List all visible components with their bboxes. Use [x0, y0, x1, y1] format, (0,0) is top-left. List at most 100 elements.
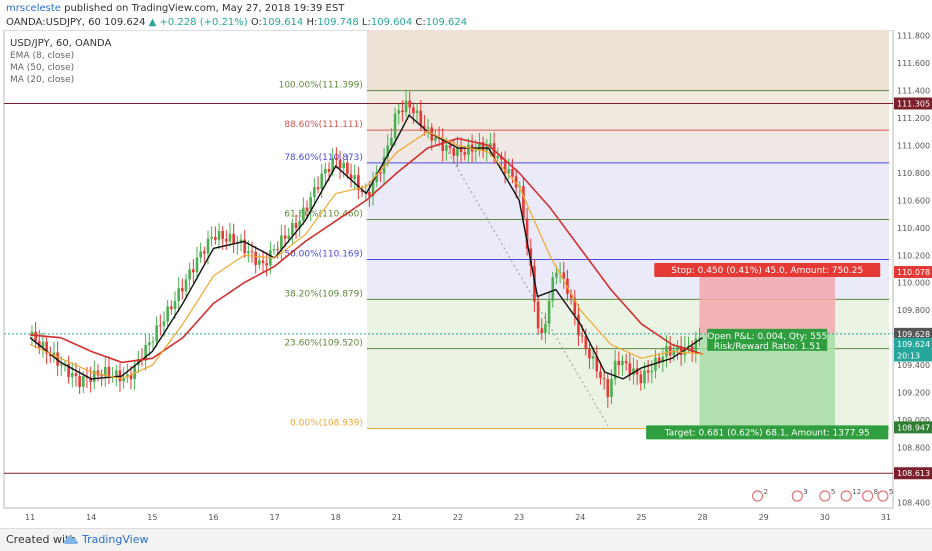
candle-body	[404, 100, 408, 113]
candle-body	[225, 238, 228, 242]
candle-body	[184, 279, 188, 292]
candle-body	[206, 238, 210, 254]
candle-body	[122, 377, 125, 382]
candle-body	[562, 272, 566, 279]
target-label-bg	[646, 425, 889, 440]
symbol-info: OANDA:USDJPY, 60	[6, 17, 101, 28]
candle-body	[239, 239, 243, 243]
candles	[30, 89, 701, 408]
fib-zone-top	[366, 30, 889, 91]
candle-body	[584, 336, 588, 349]
stop-label-bg	[654, 263, 881, 278]
candle-body	[511, 169, 514, 177]
candle-body	[606, 379, 610, 398]
candle-body	[59, 364, 63, 366]
close-label: C:	[415, 17, 426, 28]
candle-body	[514, 176, 518, 188]
candle-body	[217, 231, 221, 240]
event-count: 8	[874, 488, 878, 496]
candle-body	[525, 218, 529, 249]
y-tick-label: 108.400	[897, 499, 930, 508]
candle-body	[463, 152, 467, 155]
candle-body	[162, 321, 166, 326]
price-badge-bg	[894, 421, 932, 434]
event-marker-icon	[840, 490, 852, 502]
candle-body	[89, 377, 92, 382]
publisher-username[interactable]: mrsceleste	[6, 3, 61, 14]
price-badge-bg	[894, 467, 932, 480]
y-tick-label: 110.800	[897, 169, 930, 178]
series-line-ema-8-close-	[29, 114, 703, 380]
candle-body	[74, 373, 78, 376]
candle-body	[599, 371, 602, 379]
candle-body	[379, 172, 382, 174]
candle-body	[265, 263, 268, 266]
candle-body	[280, 235, 283, 250]
candle-body	[591, 356, 595, 359]
x-tick-label: 30	[820, 513, 830, 522]
candle-body	[445, 145, 448, 151]
candle-body	[624, 360, 628, 364]
y-tick-label: 111.600	[897, 59, 930, 68]
x-tick-label: 11	[25, 513, 35, 522]
candle-body	[536, 301, 540, 329]
y-tick-label: 109.800	[897, 306, 930, 315]
candle-body	[313, 187, 316, 198]
candle-body	[672, 350, 676, 356]
candle-body	[522, 186, 525, 219]
event-marker-icon	[819, 490, 831, 502]
candle-body	[70, 373, 74, 378]
candle-body	[283, 235, 287, 239]
price-badge-bg	[894, 337, 932, 350]
y-tick-label: 111.200	[897, 114, 930, 123]
candle-body	[203, 251, 206, 254]
candle-body	[390, 137, 393, 146]
price-change: ▲ +0.228 (+0.21%)	[148, 17, 248, 28]
candle-body	[368, 191, 371, 197]
candle-body	[393, 113, 397, 138]
candle-body	[632, 368, 635, 375]
event-count: 5	[831, 488, 835, 496]
candle-body	[195, 257, 199, 273]
low-value: 109.604	[370, 17, 413, 28]
fib-level-label: 50.00%(110.169)	[284, 250, 363, 260]
legend-entry: MA (50, close)	[10, 63, 74, 73]
candle-body	[133, 365, 136, 380]
fib-zone	[366, 162, 889, 220]
candle-body	[529, 248, 533, 266]
candle-body	[360, 189, 364, 193]
candle-body	[668, 346, 672, 356]
price-badge: 109.624	[897, 340, 930, 349]
candle-body	[459, 147, 463, 153]
y-tick-label: 110.000	[897, 279, 930, 288]
event-marker-icon	[877, 490, 889, 502]
candle-body	[170, 306, 173, 310]
open-value: 109.614	[261, 17, 304, 28]
candle-body	[52, 352, 56, 357]
candle-body	[34, 331, 37, 342]
price-chart[interactable]: 100.00%(111.399) 88.60%(111.111) 78.60%(11…	[0, 30, 932, 528]
candle-body	[665, 346, 668, 357]
tradingview-brand[interactable]: TradingView	[82, 533, 149, 546]
candle-body	[690, 346, 694, 353]
price-badge-bg	[894, 349, 932, 362]
candle-body	[298, 220, 301, 229]
event-count: 12	[852, 488, 861, 496]
candle-body	[650, 370, 654, 373]
legend-entry: MA (20, close)	[10, 75, 74, 85]
open-label: O:	[250, 17, 262, 28]
candle-body	[331, 158, 335, 172]
candle-body	[595, 356, 599, 372]
candle-body	[104, 367, 107, 377]
candle-body	[507, 169, 511, 174]
candle-body	[408, 100, 412, 108]
candle-body	[577, 314, 580, 336]
candle-body	[573, 297, 577, 315]
candle-body	[188, 269, 191, 280]
candle-body	[210, 236, 213, 239]
event-marker-icon	[862, 490, 874, 502]
candle-body	[93, 370, 96, 382]
candle-body	[496, 156, 500, 158]
candle-body	[643, 370, 646, 384]
candle-body	[426, 127, 430, 129]
